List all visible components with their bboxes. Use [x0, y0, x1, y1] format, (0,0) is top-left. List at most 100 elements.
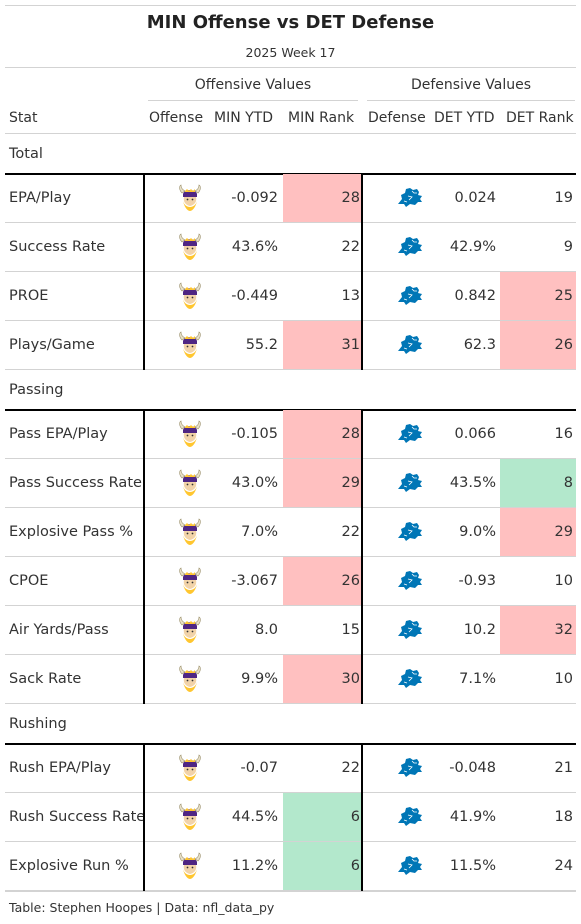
det-ytd-value: 11.5%	[449, 858, 496, 874]
min-rank-value: 6	[283, 842, 363, 890]
stat-name: Success Rate	[9, 239, 106, 255]
det-rank-value: 21	[554, 760, 573, 776]
min-ytd-value: 7.0%	[241, 524, 278, 540]
det-rank-value: 18	[554, 809, 573, 825]
lions-logo-icon	[396, 282, 424, 310]
det-rank-value: 10	[554, 573, 573, 589]
min-ytd-value: 55.2	[245, 337, 278, 353]
header-rule	[5, 67, 576, 68]
vikings-logo-icon	[176, 616, 204, 644]
det-ytd-value: 43.5%	[449, 475, 496, 491]
spanner-defensive-values: Defensive Values	[410, 77, 532, 93]
det-rank-value: 19	[554, 190, 573, 206]
row-divider	[5, 605, 576, 606]
lions-logo-icon	[396, 420, 424, 448]
table-row: Success Rate 43.6% 22 42.9% 9	[5, 223, 576, 271]
table-footer: Table: Stephen Hoopes | Data: nfl_data_p…	[9, 900, 275, 915]
spanner-defense-rule	[367, 100, 575, 101]
col-defense: Defense	[368, 110, 426, 126]
stat-name: EPA/Play	[9, 190, 72, 206]
col-det-ytd: DET YTD	[434, 110, 495, 126]
min-ytd-value: 9.9%	[241, 671, 278, 687]
vikings-logo-icon	[176, 754, 204, 782]
bottom-rule	[5, 891, 576, 892]
det-ytd-value: 41.9%	[449, 809, 496, 825]
table-row: Rush EPA/Play -0.07 22 -0.048 21	[5, 744, 576, 792]
row-divider	[5, 369, 576, 370]
det-rank-value: 16	[554, 426, 573, 442]
lions-logo-icon	[396, 665, 424, 693]
min-ytd-value: -3.067	[231, 573, 278, 589]
det-ytd-value: 7.1%	[459, 671, 496, 687]
vikings-logo-icon	[176, 184, 204, 212]
det-ytd-value: 0.024	[454, 190, 496, 206]
stat-name: CPOE	[9, 573, 49, 589]
table-row: CPOE -3.067 26 -0.93 10	[5, 557, 576, 605]
row-divider	[5, 222, 576, 223]
table-row: Pass EPA/Play -0.105 28 0.066 16	[5, 410, 576, 458]
row-divider	[5, 507, 576, 508]
row-divider	[5, 792, 576, 793]
top-rule	[5, 5, 576, 6]
det-ytd-value: 42.9%	[449, 239, 496, 255]
table-row: Sack Rate 9.9% 30 7.1% 10	[5, 655, 576, 703]
stat-name: Rush Success Rate	[9, 809, 146, 825]
table-row: PROE -0.449 13 0.842 25	[5, 272, 576, 320]
stat-name: Pass EPA/Play	[9, 426, 108, 442]
det-rank-value: 32	[500, 606, 576, 654]
min-rank-value: 26	[283, 557, 363, 605]
det-rank-value: 8	[500, 459, 576, 507]
row-divider	[5, 320, 576, 321]
min-rank-value: 15	[341, 622, 360, 638]
row-divider	[5, 890, 576, 891]
min-rank-value: 30	[283, 655, 363, 703]
min-rank-value: 28	[283, 410, 363, 458]
table-subtitle: 2025 Week 17	[245, 45, 336, 60]
min-ytd-value: -0.092	[231, 190, 278, 206]
vikings-logo-icon	[176, 665, 204, 693]
min-ytd-value: -0.07	[240, 760, 278, 776]
table-row: Rush Success Rate 44.5% 6 41.9% 18	[5, 793, 576, 841]
det-ytd-value: -0.93	[458, 573, 496, 589]
table-row: Explosive Run % 11.2% 6 11.5% 24	[5, 842, 576, 890]
lions-logo-icon	[396, 852, 424, 880]
min-rank-value: 6	[283, 793, 363, 841]
table-row: EPA/Play -0.092 28 0.024 19	[5, 174, 576, 222]
lions-logo-icon	[396, 518, 424, 546]
group-label-passing: Passing	[9, 382, 64, 398]
min-rank-value: 28	[283, 174, 363, 222]
table-row: Pass Success Rate 43.0% 29 43.5% 8	[5, 459, 576, 507]
det-rank-value: 25	[500, 272, 576, 320]
group-label-rushing: Rushing	[9, 716, 67, 732]
stat-name: Pass Success Rate	[9, 475, 142, 491]
table-row: Explosive Pass % 7.0% 22 9.0% 29	[5, 508, 576, 556]
vikings-logo-icon	[176, 567, 204, 595]
group-label-total: Total	[9, 146, 43, 162]
min-rank-value: 31	[283, 321, 363, 369]
spanner-offense-rule	[148, 100, 358, 101]
min-ytd-value: -0.449	[231, 288, 278, 304]
det-ytd-value: 0.842	[454, 288, 496, 304]
col-det-rank: DET Rank	[506, 110, 574, 126]
defense-column-border	[361, 410, 363, 704]
det-ytd-value: 10.2	[463, 622, 496, 638]
min-rank-value: 22	[341, 524, 360, 540]
min-ytd-value: 43.6%	[231, 239, 278, 255]
stat-name: Explosive Run %	[9, 858, 129, 874]
row-divider	[5, 703, 576, 704]
stat-name: Air Yards/Pass	[9, 622, 109, 638]
vikings-logo-icon	[176, 282, 204, 310]
group-top-rule	[5, 743, 576, 745]
row-divider	[5, 271, 576, 272]
vikings-logo-icon	[176, 803, 204, 831]
lions-logo-icon	[396, 567, 424, 595]
offense-column-border	[143, 174, 145, 370]
det-ytd-value: 62.3	[463, 337, 496, 353]
stat-name: Rush EPA/Play	[9, 760, 111, 776]
min-ytd-value: 11.2%	[231, 858, 278, 874]
table-row: Plays/Game 55.2 31 62.3 26	[5, 321, 576, 369]
min-ytd-value: -0.105	[231, 426, 278, 442]
col-min-ytd: MIN YTD	[214, 110, 274, 126]
det-rank-value: 26	[500, 321, 576, 369]
